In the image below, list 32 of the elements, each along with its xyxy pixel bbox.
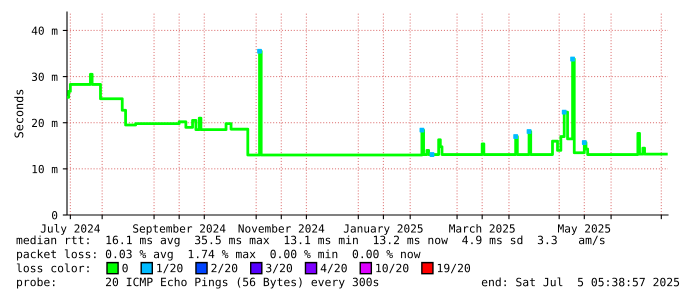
text: loss color: bbox=[16, 263, 89, 272]
legend-label: 2/20 bbox=[211, 264, 238, 274]
legend-label: 10/20 bbox=[376, 264, 408, 274]
point bbox=[526, 129, 532, 134]
y-axis-title: Seconds bbox=[14, 90, 24, 138]
x-tick-label: January 2025 bbox=[344, 224, 423, 235]
legend-label: 0 bbox=[122, 264, 128, 272]
y-tick-label: 10 m bbox=[32, 164, 58, 174]
x-tick-label: November 2024 bbox=[238, 224, 324, 233]
legend-label: 19/20 bbox=[438, 264, 470, 274]
point bbox=[257, 48, 262, 54]
y-tick-label: 0 bbox=[52, 211, 58, 220]
legend-label: 1/20 bbox=[157, 264, 183, 274]
y-tick-label: 40 m bbox=[32, 26, 58, 35]
point bbox=[582, 140, 587, 145]
text: median rtt: 16.1 ms avg 35.5 ms max 13.1 ms min 13.2 ms now 4.9 ms sd 3.3 am/s bbox=[16, 235, 605, 247]
text: probe: 20 ICMP Echo Pings (56 Bytes) every 300s bbox=[17, 277, 378, 289]
x-tick-label: September 2024 bbox=[133, 224, 226, 235]
point bbox=[562, 110, 567, 115]
text: packet loss: 0.03 % avg 1.74 % max 0.00 % min 0.00 % now bbox=[17, 249, 421, 261]
x-tick-label: May 2025 bbox=[558, 224, 610, 235]
text: end: Sat Jul 5 05:38:57 2025 bbox=[482, 277, 680, 286]
y-tick-label: 20 m bbox=[32, 118, 58, 128]
y-tick-label: 30 m bbox=[32, 72, 58, 81]
point bbox=[570, 56, 575, 62]
point bbox=[513, 134, 518, 139]
point bbox=[430, 152, 434, 157]
x-tick-label: July 2024 bbox=[40, 224, 100, 235]
point bbox=[420, 128, 424, 133]
legend-label: 4/20 bbox=[320, 264, 347, 274]
legend-label: 3/20 bbox=[266, 264, 292, 274]
x-tick-label: March 2025 bbox=[449, 224, 515, 233]
